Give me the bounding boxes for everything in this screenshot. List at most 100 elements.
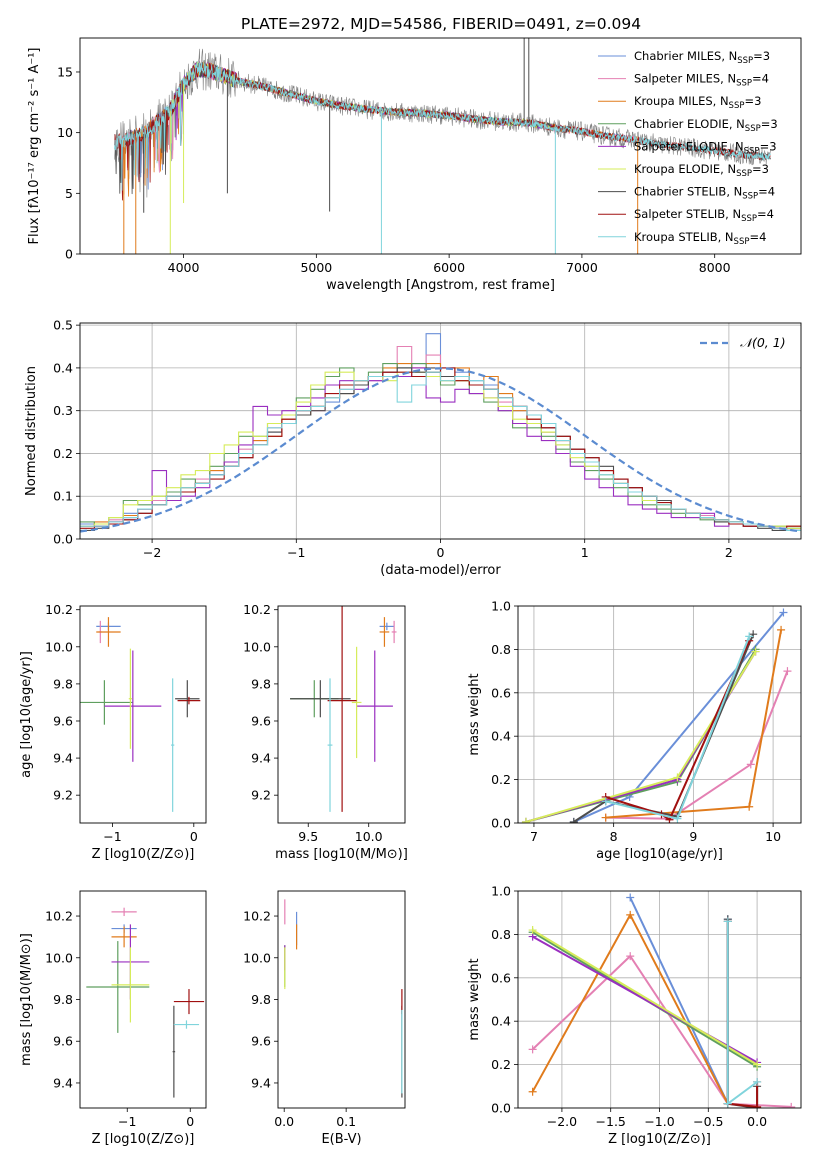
x-tick-label: −2: [143, 545, 161, 560]
axes-frame: [79, 37, 802, 255]
point-marker: [723, 917, 732, 926]
x-tick-label: 7: [530, 829, 538, 844]
y-tick-label: 0.1: [53, 489, 73, 504]
point-marker: [787, 1102, 796, 1108]
point-marker: [528, 1087, 537, 1096]
x-tick-label: −2.0: [547, 1114, 577, 1129]
panel-residuals: −2 −1 0 1 2 0.0 0.1 0.2 0.3 0.4 0.5 (data-model)/er…: [24, 318, 802, 578]
y-tick-label: 9.8: [53, 992, 73, 1007]
y-tick-label: 10.0: [45, 639, 73, 654]
weight-line: [525, 648, 757, 823]
axes-frame: [79, 605, 207, 824]
weight-line: [532, 929, 758, 1066]
y-tick-label: 10.2: [45, 909, 73, 924]
y-tick-label: 0.5: [53, 318, 73, 333]
weight-line: [726, 921, 758, 1106]
y-tick-label: 0.0: [53, 532, 73, 547]
y-tick-label: 10.0: [45, 950, 73, 965]
weight-line: [525, 651, 757, 823]
y-tick-label: 9.4: [251, 1075, 271, 1090]
figure-title: PLATE=2972, MJD=54586, FIBERID=0491, z=0…: [241, 15, 641, 33]
point-marker: [745, 632, 754, 641]
y-tick-label: 9.2: [53, 788, 73, 803]
x-tick-label: 4000: [168, 260, 200, 275]
point-marker: [777, 625, 786, 634]
axes-frame: [517, 605, 802, 824]
panel-mass_vs_EBV: 0.0 0.1 9.4 9.6 9.8 10.0 10.2 E(B-V): [243, 890, 406, 1147]
y-tick-label: 9.8: [53, 676, 73, 691]
x-tick-label: 0.1: [336, 1114, 356, 1129]
x-tick-label: 7000: [566, 260, 598, 275]
y-tick-label: 10: [57, 125, 73, 140]
point-marker: [528, 926, 537, 935]
y-tick-label: 10.2: [45, 602, 73, 617]
y-tick-label: 0.2: [53, 446, 73, 461]
legend-entry: 𝒩(0, 1): [740, 335, 786, 350]
legend: Chabrier MILES, NSSP=3 Salpeter MILES, NS…: [598, 49, 778, 247]
x-tick-label: 10: [765, 829, 781, 844]
y-tick-label: 0.3: [53, 403, 73, 418]
panel-mass_vs_Z: −1 0 9.4 9.6 9.8 10.0 10.2 Z [log10(Z/Z⊙)] mass …: [19, 890, 207, 1147]
gaussian-curve: [80, 367, 801, 533]
point-marker: [528, 1045, 537, 1054]
axes-frame: [79, 322, 802, 540]
point-marker: [521, 817, 530, 823]
y-tick-label: 0.8: [491, 642, 511, 657]
y-tick-label: 9.6: [251, 713, 271, 728]
y-tick-label: 0.2: [491, 772, 511, 787]
weight-line: [573, 633, 755, 823]
plot-area: [518, 891, 801, 1108]
x-axis-label: Z [log10(Z/Z⊙)]: [92, 1132, 195, 1147]
y-tick-label: 9.8: [251, 992, 271, 1007]
x-tick-label: 8: [610, 829, 618, 844]
weight-line: [605, 640, 751, 822]
y-tick-label: 10.2: [243, 602, 271, 617]
point-marker: [569, 817, 578, 823]
point-marker: [745, 802, 754, 811]
x-tick-label: −1.0: [644, 1114, 674, 1129]
y-tick-label: 0.8: [491, 927, 511, 942]
y-tick-label: 0.4: [53, 360, 73, 375]
panel-age_vs_Z: −1 0 9.2 9.4 9.6 9.8 10.0 10.2 Z [log10(Z/Z⊙)] ag…: [19, 602, 207, 862]
histogram-step: [80, 367, 801, 531]
y-tick-label: 1.0: [491, 884, 511, 899]
panel-weight_vs_Z: −2.0 −1.5 −1.0 −0.5 0.0 0.0 0.2 0.4 0.6 0.8 1.0 Z […: [467, 884, 802, 1147]
legend: 𝒩(0, 1): [700, 335, 786, 350]
y-tick-label: 0.2: [491, 1057, 511, 1072]
y-tick-label: 0.4: [491, 1014, 511, 1029]
point-marker: [751, 647, 760, 656]
x-axis-label: Z [log10(Z/Z⊙)]: [92, 847, 195, 862]
x-tick-label: −1: [287, 545, 305, 560]
point-marker: [673, 814, 682, 823]
legend-entry: Kroupa STELIB, NSSP=4: [634, 230, 766, 247]
point-marker: [601, 813, 610, 822]
y-axis-label: mass weight: [467, 958, 482, 1040]
x-axis-label: mass [log10(M/M⊙)]: [275, 847, 408, 862]
legend-entry: Salpeter STELIB, NSSP=4: [634, 207, 774, 224]
y-axis-label: Flux [fλ10⁻¹⁷ erg cm⁻² s⁻¹ A⁻¹]: [27, 48, 42, 245]
x-tick-label: −0.5: [693, 1114, 723, 1129]
point-marker: [749, 630, 758, 639]
y-tick-label: 9.8: [251, 676, 271, 691]
y-tick-label: 0.4: [491, 729, 511, 744]
x-axis-label: E(B-V): [321, 1132, 361, 1147]
panel-weight_vs_age: 7 8 9 10 0.0 0.2 0.4 0.6 0.8 1.0 age [log10(age/yr…: [467, 599, 802, 862]
legend-entry: Salpeter ELODIE, NSSP=3: [634, 139, 777, 156]
plot-area: [80, 617, 201, 812]
y-tick-label: 0.0: [491, 1101, 511, 1116]
x-tick-label: 8000: [699, 260, 731, 275]
x-axis-label: Z [log10(Z/Z⊙)]: [608, 1132, 711, 1147]
y-tick-label: 9.4: [53, 1075, 73, 1090]
y-tick-label: 1.0: [491, 599, 511, 614]
point-marker: [626, 893, 635, 902]
legend-entry: Chabrier ELODIE, NSSP=3: [634, 117, 778, 134]
axes-frame: [277, 890, 406, 1109]
axes-frame: [79, 890, 207, 1109]
panel-spectrum: 4000 5000 6000 7000 8000 0 5 10 15 wavelength [An…: [27, 37, 802, 293]
model-spectrum: [114, 61, 771, 191]
x-tick-label: −1: [103, 829, 121, 844]
y-axis-label: mass weight: [467, 673, 482, 755]
x-tick-label: 10.0: [355, 829, 383, 844]
histogram-step: [80, 371, 801, 531]
